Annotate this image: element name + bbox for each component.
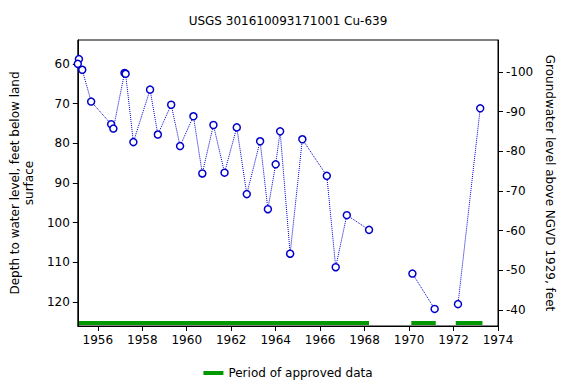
- svg-text:Groundwater level above NGVD 1: Groundwater level above NGVD 1929, feet: [543, 55, 557, 312]
- svg-text:1974: 1974: [483, 333, 514, 347]
- svg-text:90: 90: [55, 176, 70, 190]
- svg-text:Depth to water level, feet bel: Depth to water level, feet below land: [8, 71, 22, 294]
- svg-text:1968: 1968: [349, 333, 380, 347]
- svg-text:60: 60: [55, 57, 70, 71]
- svg-text:1958: 1958: [127, 333, 158, 347]
- svg-text:-50: -50: [506, 263, 526, 277]
- svg-text:-70: -70: [506, 184, 526, 198]
- svg-text:80: 80: [55, 136, 70, 150]
- svg-text:-40: -40: [506, 303, 526, 317]
- svg-text:-80: -80: [506, 144, 526, 158]
- svg-text:USGS 301610093171001 Cu-639: USGS 301610093171001 Cu-639: [189, 14, 388, 28]
- svg-text:Period of approved data: Period of approved data: [228, 366, 372, 380]
- svg-text:1960: 1960: [171, 333, 202, 347]
- svg-text:1972: 1972: [438, 333, 469, 347]
- svg-text:1962: 1962: [216, 333, 247, 347]
- svg-text:-60: -60: [506, 224, 526, 238]
- svg-text:1964: 1964: [260, 333, 291, 347]
- svg-text:120: 120: [47, 295, 70, 309]
- svg-text:surface: surface: [22, 161, 36, 205]
- svg-text:110: 110: [47, 255, 70, 269]
- svg-text:-100: -100: [506, 65, 533, 79]
- svg-text:1970: 1970: [394, 333, 425, 347]
- svg-text:1966: 1966: [305, 333, 336, 347]
- svg-text:1956: 1956: [83, 333, 114, 347]
- svg-text:100: 100: [47, 216, 70, 230]
- svg-text:70: 70: [55, 97, 70, 111]
- svg-text:-90: -90: [506, 105, 526, 119]
